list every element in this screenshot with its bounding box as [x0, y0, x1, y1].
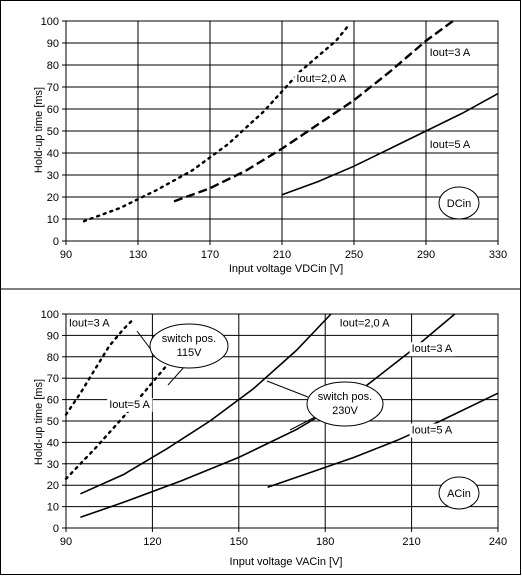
x-tick-label: 210 [402, 536, 420, 548]
x-tick-label: 170 [201, 249, 219, 261]
y-tick-label: 40 [47, 148, 59, 160]
callout-230v [266, 380, 384, 431]
y-tick-label: 30 [47, 170, 59, 182]
y-tick-label: 90 [47, 330, 59, 342]
x-tick-label: 240 [489, 536, 507, 548]
x-tick-label: 330 [489, 249, 507, 261]
y-axis-label-ac: Hold-up time [ms] [33, 379, 45, 465]
series-annotation: Iout=5 A [409, 423, 455, 438]
y-tick-label: 40 [47, 437, 59, 449]
y-tick-label: 20 [47, 480, 59, 492]
series-annotation: Iout=2,0 A [294, 72, 349, 87]
annotation-bg [107, 397, 153, 412]
annotation-text: Iout=3 A [69, 318, 110, 330]
dcin-badge: DCin [438, 186, 480, 220]
series-line-1 [64, 347, 183, 480]
y-tick-label: 80 [47, 352, 59, 364]
callout-230v-line2: 230V [332, 405, 358, 417]
y-tick-label: 0 [53, 236, 59, 248]
series-annotation: Iout=2,0 A [337, 316, 393, 331]
dcin-badge-label: DCin [447, 198, 471, 210]
grid-ac [62, 313, 499, 532]
annotation-text: Iout=3 A [430, 47, 471, 59]
x-tick-label: 150 [230, 536, 248, 548]
tick-labels-dc: 0 10 20 30 40 50 60 70 80 90 100 90 130 170 210 250 290 3… [41, 16, 508, 261]
y-tick-label: 10 [47, 214, 59, 226]
y-tick-label: 50 [47, 126, 59, 138]
y-tick-label: 10 [47, 502, 59, 514]
y-tick-label: 50 [47, 416, 59, 428]
callout-115v-line1: switch pos. [162, 333, 216, 345]
x-tick-label: 180 [316, 536, 334, 548]
callout-115v-line2: 115V [177, 347, 203, 359]
series-line-0 [64, 319, 134, 416]
series-line-3 [80, 313, 456, 519]
x-axis-label-ac: Input voltage VACin [V] [230, 556, 343, 568]
x-tick-label: 90 [60, 536, 72, 548]
annotation-bg [66, 316, 113, 331]
y-tick-label: 70 [47, 82, 59, 94]
x-tick-label: 120 [143, 536, 161, 548]
annotation-text: Iout=5 A [430, 139, 471, 151]
y-tick-label: 30 [47, 459, 59, 471]
annotation-bg [337, 316, 393, 331]
annotation-text: Iout=5 A [109, 399, 150, 411]
chart-dc: 0 10 20 30 40 50 60 70 80 90 100 90 130 170 210 250 290 3… [33, 16, 507, 275]
series-annotation: Iout=3 A [409, 342, 455, 357]
series-line-2 [80, 313, 332, 495]
annotation-bg [409, 342, 455, 357]
callout-115v [136, 323, 229, 386]
y-tick-label: 20 [47, 192, 59, 204]
series-line-4 [267, 392, 499, 489]
annotation-text: Iout=2,0 A [296, 73, 347, 85]
acin-badge: ACin [438, 476, 480, 510]
x-tick-label: 290 [417, 249, 435, 261]
series-line-2 [281, 92, 499, 196]
x-tick-label: 130 [129, 249, 147, 261]
series-annotation: Iout=5 A [427, 138, 473, 153]
y-tick-label: 60 [47, 395, 59, 407]
annotation-bg [427, 45, 473, 60]
y-tick-label: 100 [41, 16, 59, 28]
chart-ac: 0 10 20 30 40 50 60 70 80 90 100 90 120 150 180 210 240 I… [33, 309, 507, 568]
y-tick-label: 0 [53, 523, 59, 535]
x-tick-label: 210 [273, 249, 291, 261]
acin-badge-label: ACin [447, 488, 471, 500]
series-line-1 [173, 20, 454, 203]
series-line-0 [82, 24, 350, 223]
annotation-text: Iout=3 A [412, 343, 453, 355]
series-dc [82, 20, 499, 223]
annotation-bg [409, 423, 455, 438]
series-ac [64, 313, 499, 519]
annotation-bg [427, 138, 473, 153]
y-tick-label: 80 [47, 60, 59, 72]
x-tick-label: 250 [345, 249, 363, 261]
y-tick-label: 90 [47, 38, 59, 50]
series-annotation: Iout=3 A [66, 316, 113, 331]
x-axis-label-dc: Input voltage VDCin [V] [229, 263, 343, 275]
y-axis-label-dc: Hold-up time [ms] [33, 87, 45, 173]
annotation-text: Iout=2,0 A [340, 318, 391, 330]
y-tick-label: 60 [47, 104, 59, 116]
annotation-text: Iout=5 A [412, 425, 453, 437]
tick-labels-ac: 0 10 20 30 40 50 60 70 80 90 100 90 120 150 180 210 240 I… [41, 309, 508, 548]
y-tick-label: 100 [41, 309, 59, 321]
annotation-bg [294, 72, 349, 87]
plot-frame [65, 313, 499, 529]
series-annotation: Iout=3 A [427, 45, 473, 60]
callout-230v-line1: switch pos. [318, 391, 372, 403]
plot-frame [65, 20, 499, 242]
x-tick-label: 90 [60, 249, 72, 261]
series-annotation: Iout=5 A [107, 397, 153, 412]
y-tick-label: 70 [47, 373, 59, 385]
